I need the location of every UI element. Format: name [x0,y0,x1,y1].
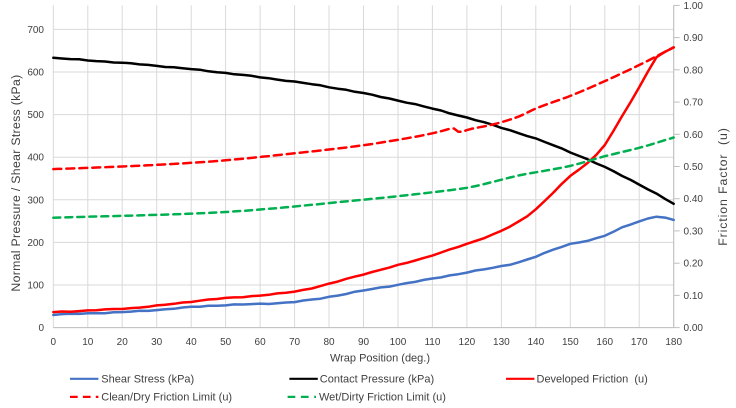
svg-text:Shear Stress (kPa): Shear Stress (kPa) [101,374,194,386]
svg-text:0.50: 0.50 [684,162,704,173]
svg-text:40: 40 [186,337,198,348]
svg-text:0: 0 [51,337,57,348]
svg-text:70: 70 [289,337,301,348]
svg-text:0.70: 0.70 [684,98,704,109]
svg-text:0.30: 0.30 [684,226,704,237]
svg-text:200: 200 [27,238,44,249]
svg-text:180: 180 [665,337,682,348]
svg-text:Developed Friction (u): Developed Friction (u) [537,374,648,386]
svg-text:1.00: 1.00 [684,1,704,12]
svg-text:110: 110 [424,337,440,348]
svg-text:0.00: 0.00 [684,323,704,334]
svg-text:Clean/Dry Friction Limit (u): Clean/Dry Friction Limit (u) [101,392,232,404]
svg-text:0.20: 0.20 [684,259,704,270]
svg-text:150: 150 [562,337,579,348]
svg-text:130: 130 [493,337,510,348]
svg-text:0.10: 0.10 [684,291,704,302]
svg-text:100: 100 [27,281,44,292]
svg-text:170: 170 [631,337,648,348]
svg-text:600: 600 [27,68,44,79]
svg-text:500: 500 [27,110,44,121]
svg-text:10: 10 [82,337,94,348]
svg-text:Wrap Position (deg.): Wrap Position (deg.) [330,353,430,365]
svg-text:20: 20 [117,337,129,348]
svg-text:100: 100 [390,337,407,348]
svg-text:90: 90 [358,337,370,348]
svg-text:50: 50 [220,337,232,348]
svg-text:400: 400 [27,153,44,164]
svg-text:Contact Pressure (kPa): Contact Pressure (kPa) [320,374,434,386]
svg-text:Normal Pressure / Shear Stress: Normal Pressure / Shear Stress (kPa) [9,74,23,291]
svg-text:120: 120 [459,337,476,348]
svg-text:160: 160 [596,337,613,348]
svg-text:0: 0 [38,323,44,334]
svg-text:0.80: 0.80 [684,65,704,76]
svg-text:700: 700 [27,25,44,36]
svg-text:140: 140 [527,337,544,348]
svg-text:30: 30 [151,337,163,348]
svg-text:0.60: 0.60 [684,130,704,141]
svg-text:0.40: 0.40 [684,194,704,205]
svg-text:Wet/Dirty Friction Limit (u): Wet/Dirty Friction Limit (u) [319,392,446,404]
svg-text:60: 60 [255,337,267,348]
svg-text:0.90: 0.90 [684,33,704,44]
svg-text:Friction Factor (u): Friction Factor (u) [716,127,730,245]
svg-text:300: 300 [27,195,44,206]
svg-text:80: 80 [323,337,335,348]
